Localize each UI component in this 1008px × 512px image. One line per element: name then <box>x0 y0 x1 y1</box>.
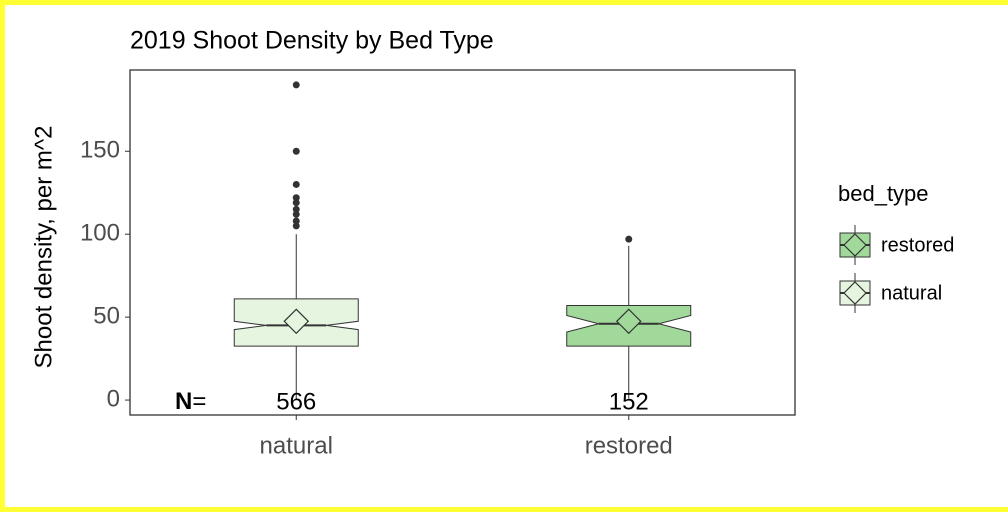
legend-label: restored <box>881 234 954 256</box>
chart-title: 2019 Shoot Density by Bed Type <box>130 27 494 55</box>
x-tick-label: natural <box>260 432 333 459</box>
outlier <box>292 217 300 225</box>
y-tick-label: 0 <box>107 385 120 412</box>
outlier <box>292 222 300 230</box>
y-tick-label: 150 <box>80 137 120 164</box>
y-tick-label: 50 <box>93 302 120 329</box>
n-label: 152 <box>609 388 649 415</box>
n-equals: = <box>192 388 206 415</box>
n-letter: N <box>175 388 192 415</box>
mean <box>283 308 310 335</box>
n-prefix: N= <box>175 388 206 415</box>
outlier <box>292 194 300 202</box>
outlier <box>292 147 300 155</box>
legend-label: natural <box>881 282 942 304</box>
outlier <box>292 81 300 89</box>
y-axis-title: Shoot density, per m^2 <box>30 126 57 369</box>
outlier <box>292 210 300 218</box>
x-tick-label: restored <box>585 432 673 459</box>
legend-title: bed_type <box>838 181 929 206</box>
panel-border <box>129 69 796 416</box>
outlier <box>292 199 300 207</box>
chart: 2019 Shoot Density by Bed Type Shoot den… <box>30 27 954 460</box>
mean <box>615 308 642 335</box>
outlier <box>625 235 633 243</box>
n-label: 566 <box>276 388 316 415</box>
y-tick-label: 100 <box>80 220 120 247</box>
legend-mean <box>843 281 867 305</box>
outlier <box>292 180 300 188</box>
outlier <box>292 205 300 213</box>
legend-mean <box>843 233 867 257</box>
